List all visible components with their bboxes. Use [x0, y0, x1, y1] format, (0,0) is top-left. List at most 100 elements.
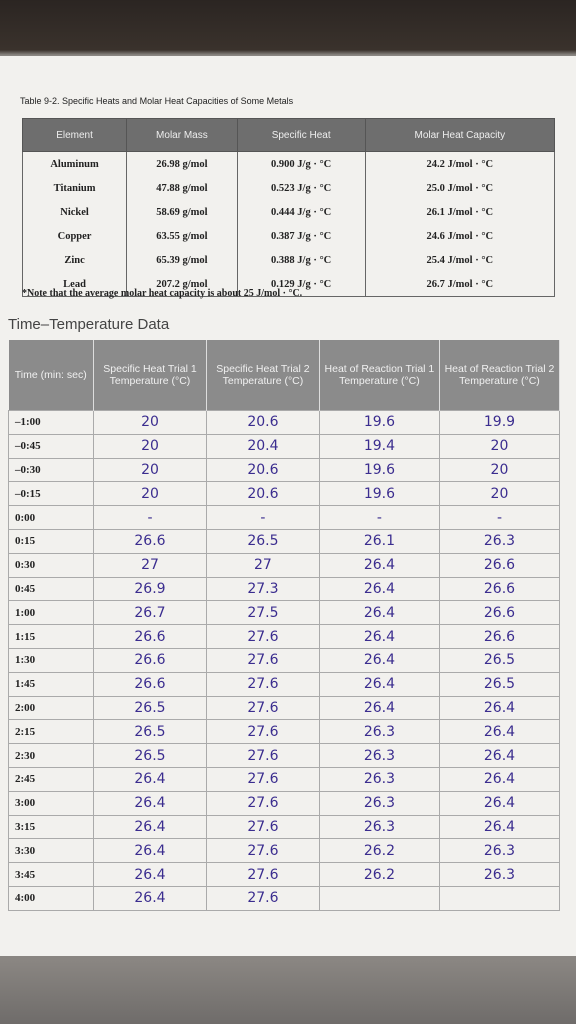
cell: 1:45 [8, 671, 94, 697]
cell: 26.4 [318, 647, 440, 673]
cell: - [93, 505, 207, 530]
column-header: Specific Heat [236, 118, 366, 152]
header-row: Element Molar Mass Specific Heat Molar Heat… [21, 118, 556, 152]
row: Nickel 58.69 g/mol 0.444 J/g · °C 26.1 J/mo… [21, 200, 556, 224]
cell: Nickel [21, 200, 128, 224]
row: 2:00 26.5 27.6 26.4 26.4 [8, 695, 561, 721]
cell: 24.2 J/mol · °C [364, 151, 556, 176]
table-title: Time–Temperature Data [8, 316, 170, 333]
cell: 1:30 [8, 647, 94, 673]
paper: Table 9-2. Specific Heats and Molar Heat… [0, 56, 576, 956]
cell: 26.2 [318, 862, 440, 887]
row: Titanium 47.88 g/mol 0.523 J/g · °C 25.0 J/… [21, 176, 556, 200]
cell: 26.6 [93, 647, 207, 673]
cell [438, 885, 561, 911]
cell: - [438, 505, 561, 530]
cell: 26.3 [318, 766, 440, 792]
row: –0:30 20 20.6 19.6 20 [8, 457, 561, 483]
cell: 26.4 [438, 719, 561, 745]
cell: 3:45 [8, 862, 94, 887]
cell: –1:00 [8, 410, 94, 435]
cell: 65.39 g/mol [126, 248, 238, 272]
cell: 26.4 [93, 862, 207, 887]
cell: 26.4 [438, 743, 561, 768]
row: 3:15 26.4 27.6 26.3 26.4 [8, 814, 561, 840]
cell: 26.5 [93, 743, 207, 768]
row: Zinc 65.39 g/mol 0.388 J/g · °C 25.4 J/mol … [21, 248, 556, 272]
row: 0:00- - - - [8, 505, 561, 530]
row: 0:45 26.9 27.3 26.4 26.6 [8, 576, 561, 602]
cell: 26.5 [438, 671, 561, 697]
cell: 0.444 J/g · °C [236, 200, 366, 224]
cell: 26.5 [93, 695, 207, 721]
cell: 26.4 [438, 695, 561, 721]
column-header: Time (min: sec) [8, 340, 94, 411]
cell: 26.3 [438, 838, 561, 864]
cell: 19.6 [318, 481, 440, 507]
column-header: Molar Mass [126, 118, 238, 152]
note: *Note that the average molar heat capaci… [22, 288, 303, 299]
cell: 26.6 [438, 624, 561, 649]
row: Copper 63.55 g/mol 0.387 J/g · °C 24.6 J/mo… [21, 224, 556, 248]
cell: 27.6 [205, 838, 320, 864]
cell: 3:15 [8, 814, 94, 840]
cell: 27.6 [205, 647, 320, 673]
cell: 24.6 J/mol · °C [364, 224, 556, 248]
cell: 20.4 [205, 433, 320, 459]
cell: 26.9 [93, 576, 207, 602]
time-temperature-table: Time (min: sec) Specific Heat Trial 1 Tem… [8, 340, 561, 911]
row: Lead 207.2 g/mol 0.129 J/g · °C 26.7 J/mol … [21, 272, 556, 297]
cell: 2:15 [8, 719, 94, 745]
cell: 0.129 J/g · °C [236, 272, 366, 297]
cell: 26.5 [205, 528, 320, 554]
cell: 27.6 [205, 624, 320, 649]
cell: 0:00 [8, 505, 94, 530]
cell: 27 [93, 552, 207, 578]
cell: Zinc [21, 248, 128, 272]
cell: 19.6 [318, 410, 440, 435]
cell: Copper [21, 224, 128, 248]
cell: 26.3 [318, 719, 440, 745]
row: 2:15 26.5 27.6 26.3 26.4 [8, 719, 561, 745]
cell: 26.1 J/mol · °C [364, 200, 556, 224]
cell: 26.4 [318, 576, 440, 602]
cell: 27.6 [205, 885, 320, 911]
cell: 26.2 [318, 838, 440, 864]
cell: 26.5 [93, 719, 207, 745]
row: 0:30 27 27 26.4 26.6 [8, 552, 561, 578]
cell: 27.3 [205, 576, 320, 602]
cell: 26.3 [318, 814, 440, 840]
cell: 26.3 [438, 528, 561, 554]
cell: 2:00 [8, 695, 94, 721]
cell: 20 [438, 457, 561, 483]
cell: 26.6 [93, 528, 207, 554]
column-header: Specific Heat Trial 2 Temperature (°C) [206, 340, 320, 411]
cell: 26.3 [438, 862, 561, 887]
cell: 26.4 [93, 814, 207, 840]
cell: Aluminum [21, 151, 128, 176]
cell: 27.6 [205, 862, 320, 887]
cell: 0.387 J/g · °C [236, 224, 366, 248]
cell: 26.3 [318, 790, 440, 816]
cell: 1:15 [8, 624, 94, 649]
row: –0:45 20 20.4 19.4 20 [8, 433, 561, 459]
cell: 27.6 [205, 695, 320, 721]
column-header: Specific Heat Trial 1 Temperature (°C) [93, 340, 207, 411]
cell: 27.6 [205, 766, 320, 792]
cell: 20 [93, 433, 207, 459]
table-title: Table 9-2. Specific Heats and Molar Heat… [20, 96, 294, 106]
cell: 26.4 [93, 790, 207, 816]
column-header: Heat of Reaction Trial 2 Temperature (°C… [439, 340, 561, 411]
cell: 26.1 [318, 528, 440, 554]
cell: 26.6 [438, 600, 561, 626]
cell [318, 885, 440, 911]
cell: 25.0 J/mol · °C [364, 176, 556, 200]
cell: 27 [205, 552, 320, 578]
cell: 26.7 [93, 600, 207, 626]
metals-table: Element Molar Mass Specific Heat Molar Heat… [21, 118, 556, 297]
row: 1:00 26.7 27.5 26.4 26.6 [8, 600, 561, 626]
cell: 26.3 [318, 743, 440, 768]
cell: 1:00 [8, 600, 94, 626]
cell: 4:00 [8, 885, 94, 911]
cell: 19.9 [438, 410, 561, 435]
